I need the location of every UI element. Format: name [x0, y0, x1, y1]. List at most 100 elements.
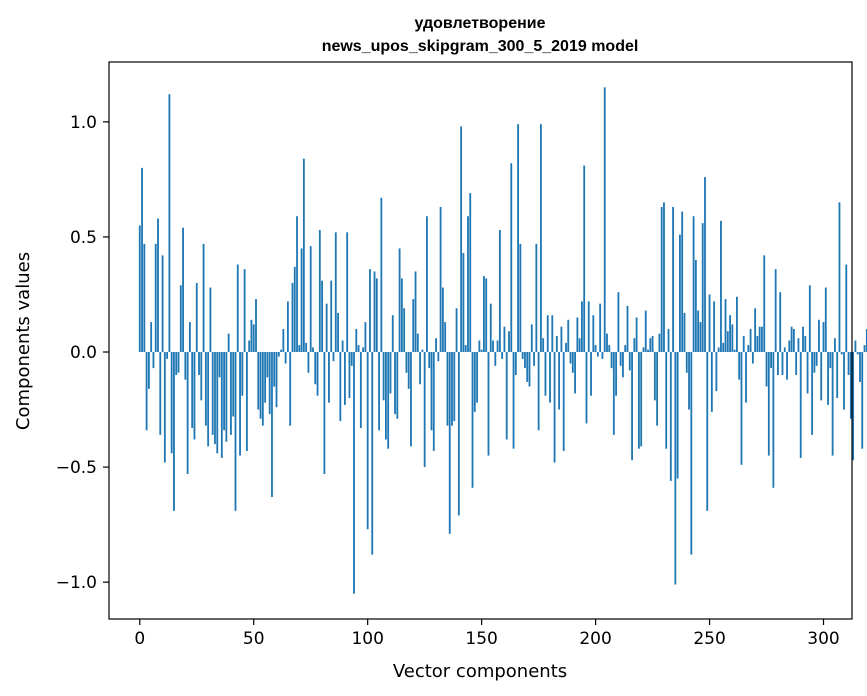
bar [462, 253, 465, 353]
bar [154, 243, 157, 353]
bar [631, 352, 633, 461]
bar [451, 352, 453, 426]
bar [487, 352, 490, 456]
bar [298, 345, 301, 352]
bar [720, 220, 722, 352]
bar [325, 303, 328, 352]
bar [223, 352, 225, 431]
bar [583, 165, 586, 352]
bar [699, 322, 702, 353]
bar [435, 338, 437, 353]
bar [774, 269, 777, 353]
bar [266, 352, 269, 378]
bar [690, 352, 693, 555]
bar [339, 352, 342, 422]
bar [628, 352, 631, 371]
bar [783, 347, 786, 352]
bar [179, 285, 182, 353]
y-tick-label: −1.0 [56, 573, 97, 593]
bar [416, 333, 419, 353]
bar [688, 352, 690, 410]
bar [302, 158, 305, 353]
bar [305, 342, 308, 353]
bar [562, 352, 565, 451]
bar [453, 352, 456, 422]
bar [565, 342, 567, 353]
bar [296, 216, 298, 353]
bar [528, 352, 531, 387]
bar [503, 326, 506, 353]
bar [337, 312, 339, 353]
bar [622, 352, 624, 378]
bar [275, 352, 278, 408]
bar [191, 352, 194, 428]
bar [403, 308, 406, 353]
bar [758, 326, 761, 353]
bar [537, 352, 540, 431]
bar [551, 315, 554, 353]
bar [245, 352, 248, 451]
bar [672, 207, 674, 352]
bar [373, 271, 376, 353]
bar [426, 216, 428, 353]
bar [348, 352, 351, 399]
bar [250, 319, 253, 353]
bar [309, 246, 312, 353]
bar [293, 266, 296, 353]
bar [708, 294, 711, 353]
bar [195, 282, 198, 353]
bar [419, 352, 422, 385]
bar [790, 326, 793, 353]
bar [184, 352, 187, 380]
bar [674, 352, 677, 585]
bar [241, 352, 244, 396]
bar [836, 352, 839, 399]
bar [214, 352, 216, 445]
bar [357, 345, 360, 352]
bar [353, 352, 355, 594]
bar [492, 340, 494, 353]
bar [644, 310, 647, 353]
y-tick-label: 0.5 [70, 228, 97, 248]
bar [421, 349, 424, 353]
bar [437, 352, 440, 362]
bar [546, 315, 549, 353]
bar [334, 232, 337, 353]
bar [177, 352, 180, 373]
bar [391, 315, 394, 353]
bar [494, 352, 497, 366]
bar [733, 349, 736, 353]
bar [571, 352, 574, 373]
x-axis-label: Vector components [393, 661, 567, 682]
bar [824, 287, 827, 353]
bar [829, 352, 832, 369]
bar [658, 333, 661, 353]
bar [204, 352, 207, 426]
bar [182, 227, 184, 353]
bar [569, 352, 572, 364]
bar [359, 352, 362, 428]
bar [501, 352, 504, 359]
bar [726, 331, 729, 352]
bar [770, 352, 772, 369]
y-axis-label: Components values [13, 252, 34, 430]
bar [633, 338, 636, 353]
bar [740, 352, 743, 465]
bar [651, 335, 654, 353]
bar [626, 305, 629, 353]
bar [218, 352, 221, 378]
bar [152, 352, 155, 369]
bar [697, 310, 700, 353]
bar [612, 352, 615, 435]
bar [521, 352, 524, 359]
bar [763, 255, 766, 353]
chart-title-line1: удовлетворение [415, 15, 546, 32]
bar [603, 87, 606, 353]
bar [467, 216, 469, 353]
bar [364, 322, 367, 353]
bar [186, 352, 189, 474]
bar [211, 352, 214, 435]
bar [209, 287, 212, 353]
bar [608, 345, 611, 352]
bar [524, 352, 526, 369]
